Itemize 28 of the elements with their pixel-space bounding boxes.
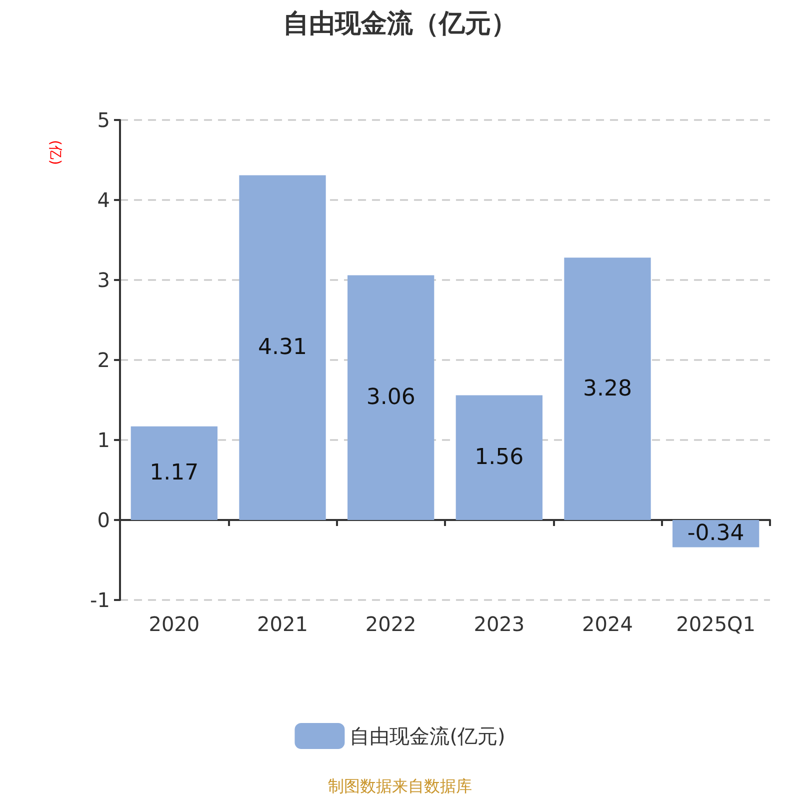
- chart-title: 自由现金流（亿元）: [283, 9, 517, 39]
- x-tick-label: 2020: [148, 612, 200, 636]
- data-label: 1.56: [474, 445, 524, 470]
- y-tick-label: 1: [97, 428, 110, 452]
- bar: [348, 275, 434, 520]
- data-label: 3.06: [366, 385, 416, 410]
- x-tick-label: 2021: [257, 612, 308, 636]
- data-label: 1.17: [150, 460, 199, 486]
- y-tick-label: -1: [90, 588, 110, 612]
- data-label: -0.34: [687, 521, 744, 546]
- legend-label: 自由现金流(亿元): [350, 724, 506, 748]
- x-tick-label: 2024: [582, 612, 633, 636]
- x-tick-label: 2022: [365, 612, 416, 636]
- y-axis-title: (亿): [47, 140, 63, 165]
- y-tick-label: 4: [97, 188, 110, 212]
- bar: [239, 175, 326, 520]
- x-tick-label: 2025Q1: [676, 612, 756, 636]
- bar: [456, 395, 542, 520]
- y-tick-label: 0: [97, 508, 110, 532]
- bar: [564, 258, 651, 520]
- y-tick-label: 5: [97, 108, 110, 132]
- y-tick-label: 2: [97, 348, 110, 372]
- text: 制图数据来自数据库: [328, 776, 472, 796]
- data-label: 3.28: [583, 376, 632, 402]
- data-label: 4.31: [258, 335, 307, 360]
- y-tick-label: 3: [97, 268, 110, 292]
- x-tick-label: 2023: [474, 612, 525, 636]
- bar: [130, 426, 218, 520]
